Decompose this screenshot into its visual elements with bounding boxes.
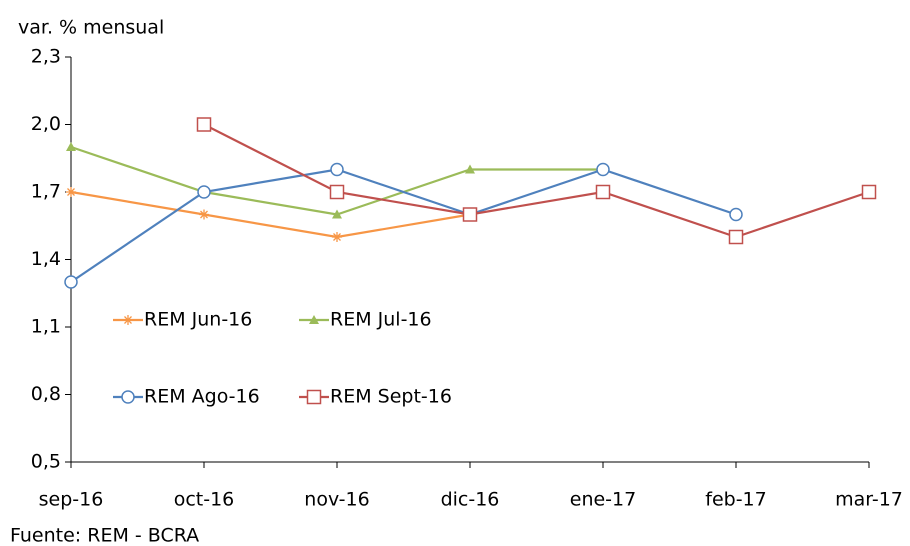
- marker: [329, 184, 345, 200]
- marker: [121, 390, 135, 404]
- marker: [465, 164, 475, 174]
- marker: [196, 117, 212, 132]
- y-tick-label: 0,5: [31, 451, 61, 473]
- marker: [729, 207, 743, 222]
- x-tick-label: dic-16: [441, 489, 500, 511]
- y-tick-label: 1,4: [31, 248, 61, 270]
- marker: [728, 229, 744, 245]
- y-tick-label: 1,1: [31, 316, 61, 338]
- x-tick-label: nov-16: [304, 489, 369, 511]
- marker: [596, 162, 610, 177]
- legend-label: REM Jun-16: [144, 309, 252, 331]
- source-note: Fuente: REM - BCRA: [10, 525, 199, 546]
- legend-label: REM Jul-16: [330, 309, 432, 331]
- marker: [332, 209, 342, 219]
- marker: [199, 209, 209, 220]
- y-tick-label: 1,7: [31, 181, 61, 203]
- y-tick-label: 0,8: [31, 383, 61, 405]
- marker: [462, 207, 478, 222]
- series-line: [70, 190, 471, 239]
- series-line: [70, 145, 603, 216]
- series-line: [203, 123, 870, 239]
- marker: [309, 315, 319, 324]
- x-tick-label: mar-17: [835, 489, 903, 511]
- marker: [306, 389, 322, 405]
- y-axis-label: var. % mensual: [18, 17, 164, 39]
- marker: [595, 184, 611, 200]
- x-tick-label: oct-16: [174, 489, 235, 511]
- marker: [197, 185, 211, 199]
- marker: [64, 275, 78, 289]
- x-tick-label: sep-16: [39, 489, 104, 511]
- marker: [332, 232, 342, 242]
- x-tick-label: ene-17: [570, 489, 636, 511]
- marker: [66, 142, 76, 151]
- marker: [330, 162, 344, 177]
- series-line: [70, 168, 737, 283]
- legend-label: REM Sept-16: [330, 386, 452, 408]
- y-tick-label: 2,3: [31, 46, 61, 68]
- x-tick-label: feb-17: [705, 489, 766, 511]
- marker: [123, 315, 133, 325]
- legend-label: REM Ago-16: [144, 386, 260, 408]
- y-tick-label: 2,0: [31, 113, 61, 135]
- marker: [66, 187, 76, 197]
- marker: [861, 184, 877, 200]
